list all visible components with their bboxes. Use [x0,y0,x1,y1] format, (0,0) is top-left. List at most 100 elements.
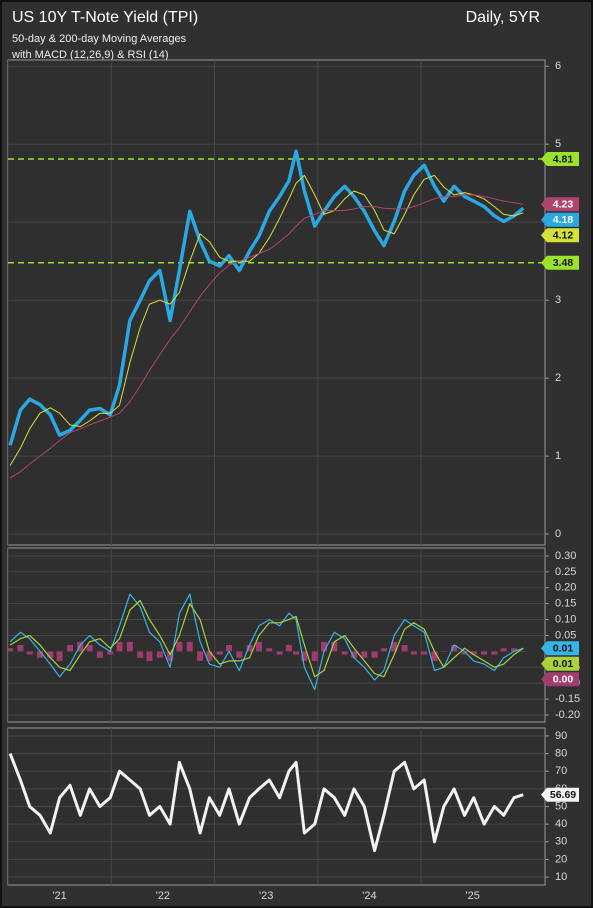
plot-area [8,548,545,722]
plot-area [8,60,545,545]
x-tick-label: '24 [362,890,376,902]
y-tick-label: 50 [555,800,567,812]
y-tick-label: 40 [555,818,567,830]
y-tick-label: 5 [555,138,561,150]
histogram-bar [285,645,292,652]
y-tick-label: 30 [555,836,567,848]
badge-label: 4.12 [553,230,574,242]
y-tick-label: 20 [555,853,567,865]
histogram-bar [380,648,387,652]
histogram-bar [391,641,398,652]
histogram-bar [321,641,328,652]
histogram-bar [301,651,308,661]
y-tick-label: 10 [555,871,567,883]
y-tick-label: 0.30 [555,550,576,562]
histogram-bar [481,651,488,655]
histogram-bar [56,651,63,661]
histogram-bar [500,648,507,652]
histogram-bar [156,651,163,658]
series-line [9,194,524,479]
y-tick-label: 0.05 [555,629,576,641]
histogram-bar [311,651,318,661]
histogram-bar [421,651,428,655]
badge [541,212,579,227]
histogram-bar [491,651,498,655]
histogram-bar [461,651,468,655]
series-line [9,174,524,466]
histogram-bar [17,645,24,652]
badge-label: 56.69 [550,789,576,801]
histogram-bar [246,645,253,652]
y-tick-label: 1 [555,450,561,462]
histogram-bar [276,651,283,655]
badge-label: 4.23 [553,199,574,211]
chart-title: US 10Y T-Note Yield (TPI) [12,9,198,26]
histogram-bar [236,651,243,658]
badge [541,787,579,802]
histogram-bar [350,651,357,658]
histogram-bar [96,651,103,658]
histogram-bar [361,651,368,658]
histogram-bar [8,648,14,652]
histogram-bar [137,651,144,658]
histogram-bar [440,651,447,652]
y-tick-label: 2 [555,372,561,384]
badge [541,672,579,687]
badge [541,255,579,270]
badge-label: 0.01 [553,658,574,670]
y-tick-label: 3 [555,294,561,306]
histogram-bar [255,641,262,652]
histogram-bar [146,651,153,661]
y-tick-label: 90 [555,730,567,742]
y-tick-label: 0.25 [555,566,576,578]
histogram-bar [371,651,378,658]
series-line [8,753,524,853]
histogram-bar [266,648,273,652]
histogram-bar [37,651,44,658]
y-tick-label: 6 [555,60,561,72]
series-line [8,149,525,446]
histogram-bar [341,651,348,655]
x-tick-label: '25 [466,890,480,902]
histogram-bar [520,651,527,652]
y-tick-label: -0.20 [555,709,580,721]
y-tick-label: 0.10 [555,613,576,625]
histogram-bar [26,651,33,655]
x-tick-label: '23 [259,890,273,902]
histogram-bar [206,651,213,661]
histogram-bar [293,651,300,655]
badge-label: 3.48 [553,257,574,269]
histogram-bar [331,641,338,652]
badge [541,641,579,656]
badge-label: 0.00 [553,673,574,685]
series-line [9,593,524,691]
histogram-bar [66,645,73,652]
histogram-bar [126,641,133,652]
y-tick-label: 80 [555,747,567,759]
badge-label: 4.81 [553,153,574,165]
x-tick-label: '22 [156,890,170,902]
badge [541,656,579,671]
y-tick-label: 0.15 [555,598,576,610]
histogram-bar [176,641,183,652]
badge [541,228,579,243]
panel [7,59,546,546]
series-line [9,599,524,678]
histogram-bar [451,645,458,652]
histogram-bar [216,651,223,655]
badge [541,197,579,212]
y-tick-label: 0.20 [555,582,576,594]
histogram-bar [225,645,232,652]
histogram-bar [116,641,123,652]
histogram-bar [401,645,408,652]
plot-area [8,728,545,885]
x-tick-label: '21 [52,890,66,902]
histogram-bar [186,641,193,652]
histogram-bar [410,651,417,655]
subtitle: 50-day & 200-day Moving Averages [12,33,187,45]
y-tick-label: 70 [555,765,567,777]
histogram-bar [167,651,174,661]
histogram-bar [470,651,477,655]
